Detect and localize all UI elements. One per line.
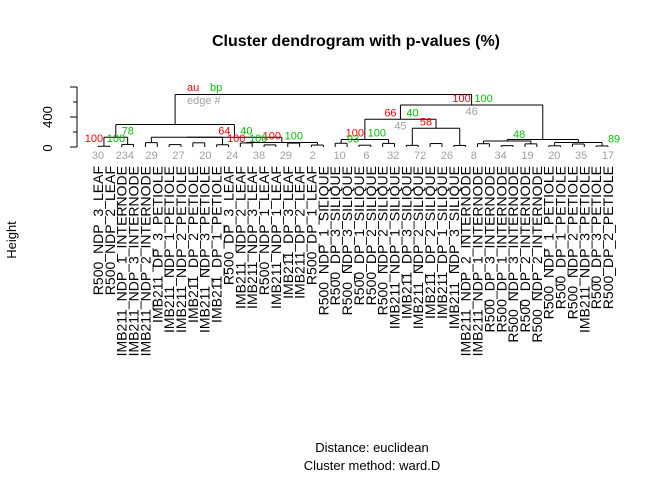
node-au-5: 64: [218, 125, 230, 137]
leaf-label: R500_DP_2_SILIQUE: [363, 166, 379, 305]
node-au-7: 100: [263, 131, 281, 143]
leaf-number-10: 6: [363, 150, 369, 162]
leaf-label: R500_DP_3_INTERNODE: [481, 166, 497, 333]
node-au-3: 100: [346, 128, 364, 140]
node-bp-11: 93: [347, 134, 359, 146]
leaf-number-3: 27: [172, 150, 184, 162]
leaf-number-15: 34: [495, 150, 507, 162]
leaf-label: R500_DP_3_LEAF: [220, 166, 236, 285]
leaf-number-6: 38: [253, 150, 265, 162]
y-axis: 0 400: [40, 86, 78, 152]
node-bp-6: 78: [122, 125, 134, 137]
node-bp-3: 100: [368, 128, 386, 140]
leaf-label: IMB211_NDP_1_PETIOLE: [161, 166, 177, 333]
leaf-label: IMB211_NDP_3_SILIQUE: [446, 166, 462, 329]
leaf-label: R500_DP_2_PETIOLE: [600, 166, 616, 309]
leaf-number-0: 30: [92, 150, 104, 162]
cluster-method-label: Cluster method: ward.D: [304, 458, 441, 473]
leaf-number-11: 32: [387, 150, 399, 162]
node-au-0: 100: [452, 93, 470, 105]
leaf-labels: 30 234 29 27 20 24 38 29 2 10 6 32 72 26 8 34 19 20 35 17 R5…: [90, 150, 616, 356]
leaf-label: R500_DP_1_SILIQUE: [351, 166, 367, 305]
leaf-label: IMB211_NDP_2_INTERNODE: [458, 166, 474, 356]
leaf-label: IMB211_DP_3_PETIOLE: [149, 166, 165, 323]
leaf-number-19: 17: [602, 150, 614, 162]
leaf-label: IMB211_DP_2_LEAF: [292, 166, 308, 299]
node-bp-5: 40: [240, 125, 252, 137]
leaf-label: R500_NDP_2_SILIQUE: [375, 166, 391, 315]
node-au-1: 66: [384, 107, 396, 119]
leaf-label: IMB211_NDP_1_LEAF: [268, 166, 284, 309]
leaf-label: IMB211_NDP_1_INTERNODE: [470, 166, 486, 356]
y-axis-label: Height: [4, 221, 19, 259]
leaf-number-16: 19: [521, 150, 533, 162]
node-edge-1: 45: [394, 120, 406, 132]
leaf-number-8: 2: [310, 150, 316, 162]
leaf-number-9: 10: [333, 150, 345, 162]
leaf-label: R500_DP_2_INTERNODE: [517, 166, 533, 333]
leaf-label: R500_NDP_1_SILIQUE: [315, 166, 331, 315]
leaf-label: R500_NDP_2_PETIOLE: [564, 166, 580, 319]
legend-edge: edge #: [187, 95, 222, 107]
node-au-4: 58: [420, 116, 432, 128]
leaf-label: IMB211_NDP_2_INTERNODE: [137, 166, 153, 356]
leaf-number-12: 72: [414, 150, 426, 162]
leaf-label: IMB211_NDP_1_SILIQUE: [387, 166, 403, 329]
node-au-9: 100: [85, 133, 103, 145]
leaf-label: IMB211_NDP_2_LEAF: [232, 166, 248, 309]
leaf-label: IMB211_DP_1_SILIQUE: [434, 166, 450, 319]
leaf-label: IMB211_DP_2_SILIQUE: [422, 166, 438, 319]
chart-title: Cluster dendrogram with p-values (%): [212, 33, 500, 50]
leaf-label: R500_DP_1_INTERNODE: [493, 166, 509, 333]
leaf-label: R500_DP_1_PETIOLE: [553, 166, 569, 309]
node-bp-10: 100: [249, 133, 267, 145]
node-au-10: 100: [227, 133, 245, 145]
leaf-label: IMB211_DP_1_PETIOLE: [209, 166, 225, 323]
y-tick-400: 400: [40, 106, 55, 128]
leaf-label: IMB211_DP_2_PETIOLE: [185, 166, 201, 323]
leaf-label: R500_NDP_2_INTERNODE: [529, 166, 545, 343]
leaf-label: R500_NDP_3_SILIQUE: [339, 166, 355, 315]
legend-bp: bp: [210, 82, 222, 94]
node-bp-9: 100: [107, 133, 125, 145]
leaf-label: IMB211_NDP_2_SILIQUE: [410, 166, 426, 329]
node-bp-7: 100: [285, 131, 303, 143]
leaf-label: IMB211_NDP_3_INTERNODE: [126, 166, 142, 356]
y-tick-0: 0: [40, 144, 55, 151]
leaf-label: R500_DP_1_LEAF: [303, 166, 319, 285]
leaf-label: IMB211_DP_3_LEAF: [280, 166, 296, 299]
leaf-number-1: 234: [116, 150, 134, 162]
leaf-label: IMB211_NDP_2_PETIOLE: [173, 166, 189, 333]
leaf-label: IMB211_NDP_3_PETIOLE: [576, 166, 592, 333]
leaf-number-7: 29: [280, 150, 292, 162]
legend-au: au: [187, 82, 199, 94]
leaf-label: R500_NDP_3_LEAF: [90, 166, 106, 295]
distance-label: Distance: euclidean: [315, 440, 428, 455]
leaf-number-2: 29: [146, 150, 158, 162]
leaf-label: IMB211_DP_3_SILIQUE: [398, 166, 414, 319]
leaf-label: IMB211_NDP_3_LEAF: [244, 166, 260, 309]
leaf-label: IMB211_NDP_1_INTERNODE: [114, 166, 130, 356]
leaf-number-13: 26: [441, 150, 453, 162]
node-bp-8: 48: [513, 129, 525, 141]
leaf-number-14: 8: [471, 150, 477, 162]
leaf-number-17: 20: [548, 150, 560, 162]
node-bp-0: 100: [474, 93, 492, 105]
leaf-number-5: 24: [226, 150, 238, 162]
node-bp-12: 89: [608, 134, 620, 146]
leaf-label: R500_NDP_2_LEAF: [102, 166, 118, 295]
node-edge-0: 46: [465, 106, 477, 118]
node-bp-1: 40: [406, 107, 418, 119]
leaf-label: R500_NDP_1_LEAF: [256, 166, 272, 295]
leaf-label: R500_NDP_3_INTERNODE: [505, 166, 521, 343]
leaf-label: R500_DP_3_SILIQUE: [327, 166, 343, 305]
leaf-label: R500_DP_3_PETIOLE: [588, 166, 604, 309]
leaf-label: R500_NDP_1_PETIOLE: [541, 166, 557, 319]
leaf-number-18: 35: [575, 150, 587, 162]
dendrogram-branches: [97, 94, 609, 147]
leaf-label: IMB211_NDP_3_PETIOLE: [197, 166, 213, 333]
leaf-number-4: 20: [199, 150, 211, 162]
